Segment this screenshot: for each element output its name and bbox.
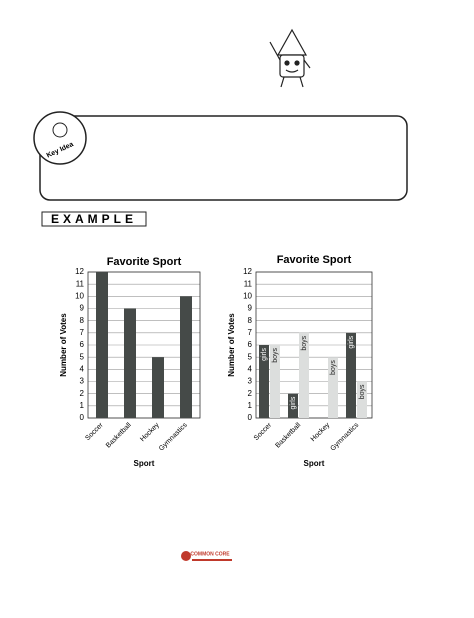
logo-mark	[181, 551, 191, 561]
example-label: EXAMPLE	[51, 212, 137, 226]
x-tick-label: Soccer	[253, 421, 274, 442]
y-axis-label: Number of Votes	[59, 313, 68, 377]
y-tick-label: 9	[248, 304, 253, 313]
y-tick-label: 5	[248, 352, 253, 361]
y-tick-label: 3	[80, 377, 85, 386]
example-banner	[41, 211, 147, 227]
x-axis-label: Sport	[134, 459, 155, 468]
bar-series-label: girls	[290, 396, 297, 409]
chart-title: Favorite Sport	[277, 254, 352, 266]
y-tick-label: 1	[80, 401, 85, 410]
y-tick-label: 1	[248, 401, 253, 410]
y-tick-label: 2	[80, 389, 85, 398]
y-tick-label: 11	[244, 279, 253, 288]
bar	[328, 357, 338, 418]
x-tick-label: Hockey	[139, 421, 161, 443]
x-tick-label: Basketball	[274, 421, 302, 449]
x-tick-label: Soccer	[84, 421, 105, 442]
y-tick-label: 4	[248, 364, 253, 373]
y-tick-label: 3	[248, 377, 253, 386]
y-tick-label: 11	[76, 279, 85, 288]
y-tick-label: 0	[80, 413, 85, 422]
bar	[96, 272, 108, 418]
bar	[152, 357, 164, 418]
mascot-icon	[269, 28, 311, 88]
chart-title: Favorite Sport	[107, 256, 182, 268]
x-tick-label: Gymnastics	[329, 421, 360, 452]
bar-series-label: boys	[272, 348, 279, 363]
y-tick-label: 7	[80, 328, 85, 337]
logo-rule	[192, 559, 232, 561]
bar	[180, 296, 192, 418]
x-tick-label: Hockey	[310, 421, 332, 443]
bar	[288, 393, 298, 418]
y-tick-label: 9	[80, 304, 85, 313]
y-tick-label: 0	[248, 413, 253, 422]
bar-series-label: boys	[330, 360, 337, 375]
bar-series-label: boys	[301, 335, 308, 350]
y-tick-label: 10	[243, 291, 252, 300]
bulb-icon	[52, 122, 68, 138]
bar	[259, 345, 269, 418]
bar-series-label: boys	[359, 384, 366, 399]
y-tick-label: 6	[80, 340, 85, 349]
footer-logo: COMMON CORE	[190, 551, 230, 557]
y-tick-label: 12	[243, 267, 252, 276]
y-tick-label: 8	[80, 316, 85, 325]
bar	[357, 381, 367, 418]
y-tick-label: 10	[75, 291, 84, 300]
y-tick-label: 5	[80, 352, 85, 361]
y-axis-label: Number of Votes	[227, 313, 236, 377]
plot-frame	[87, 271, 201, 419]
bar-series-label: girls	[261, 348, 268, 361]
bar	[124, 308, 136, 418]
x-tick-label: Basketball	[105, 421, 133, 449]
bar-series-label: girls	[348, 335, 355, 348]
bar	[346, 332, 356, 418]
y-tick-label: 12	[75, 267, 84, 276]
key-idea-box	[39, 115, 408, 201]
key-idea-badge	[33, 111, 87, 165]
plot-frame	[255, 271, 373, 419]
y-tick-label: 6	[248, 340, 253, 349]
bar	[299, 332, 309, 418]
y-tick-label: 2	[248, 389, 253, 398]
x-tick-label: Gymnastics	[158, 421, 189, 452]
x-axis-label: Sport	[304, 459, 325, 468]
y-tick-label: 8	[248, 316, 253, 325]
y-tick-label: 7	[248, 328, 253, 337]
y-tick-label: 4	[80, 364, 85, 373]
bar	[270, 345, 280, 418]
